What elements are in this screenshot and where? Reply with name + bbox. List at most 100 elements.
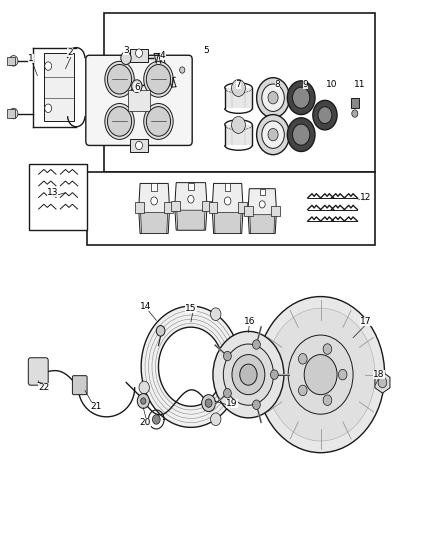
Polygon shape: [175, 183, 207, 230]
Circle shape: [298, 353, 307, 364]
Circle shape: [213, 332, 284, 418]
Bar: [225, 183, 230, 191]
Circle shape: [146, 64, 170, 94]
Text: 9: 9: [303, 80, 308, 89]
Circle shape: [146, 107, 170, 136]
Bar: [164, 203, 173, 214]
Circle shape: [338, 369, 347, 380]
Circle shape: [293, 124, 310, 145]
Bar: [135, 203, 144, 214]
Polygon shape: [44, 53, 74, 122]
Text: 20: 20: [140, 417, 151, 426]
Circle shape: [352, 110, 358, 117]
Circle shape: [137, 393, 149, 408]
Circle shape: [304, 354, 337, 394]
Circle shape: [232, 354, 265, 394]
Circle shape: [105, 61, 134, 97]
Polygon shape: [250, 215, 275, 233]
Polygon shape: [141, 213, 168, 233]
Text: 16: 16: [244, 317, 255, 326]
Circle shape: [205, 399, 212, 407]
Text: 12: 12: [360, 193, 372, 203]
Circle shape: [9, 55, 18, 66]
Circle shape: [268, 128, 278, 141]
Circle shape: [240, 364, 257, 385]
Circle shape: [323, 395, 332, 406]
Circle shape: [232, 79, 245, 96]
Circle shape: [259, 201, 265, 208]
Circle shape: [287, 118, 315, 151]
Polygon shape: [141, 306, 236, 427]
Bar: [151, 183, 157, 191]
Circle shape: [156, 326, 165, 336]
Circle shape: [144, 103, 173, 140]
Circle shape: [378, 377, 387, 388]
Circle shape: [135, 141, 142, 150]
Circle shape: [257, 78, 290, 118]
Text: 4: 4: [160, 51, 166, 60]
Circle shape: [253, 340, 260, 349]
FancyBboxPatch shape: [28, 358, 48, 385]
Circle shape: [211, 413, 221, 425]
Circle shape: [268, 92, 278, 104]
Circle shape: [105, 103, 134, 140]
Circle shape: [293, 87, 310, 108]
Circle shape: [262, 84, 284, 111]
Circle shape: [313, 100, 337, 130]
Bar: [238, 203, 247, 214]
Circle shape: [253, 400, 260, 409]
Circle shape: [270, 370, 278, 379]
Bar: [260, 189, 265, 196]
Bar: [128, 90, 150, 111]
Text: 3: 3: [123, 46, 129, 55]
Circle shape: [202, 394, 215, 411]
Text: 14: 14: [140, 302, 151, 311]
Circle shape: [287, 81, 315, 115]
Text: 2: 2: [67, 49, 73, 58]
Text: 1: 1: [28, 54, 34, 63]
Circle shape: [232, 117, 245, 133]
Bar: [131, 139, 148, 152]
Circle shape: [141, 398, 146, 404]
FancyBboxPatch shape: [86, 55, 192, 146]
Text: 22: 22: [38, 383, 49, 392]
Circle shape: [45, 104, 52, 112]
FancyBboxPatch shape: [72, 376, 87, 394]
Circle shape: [188, 196, 194, 203]
Text: 19: 19: [226, 399, 238, 408]
Text: 5: 5: [203, 46, 209, 55]
Circle shape: [223, 351, 231, 361]
Circle shape: [139, 381, 149, 394]
Polygon shape: [212, 183, 243, 233]
Bar: [188, 183, 194, 190]
Bar: [209, 203, 217, 214]
Circle shape: [107, 64, 132, 94]
Circle shape: [121, 52, 131, 64]
Circle shape: [9, 108, 18, 119]
Circle shape: [211, 308, 221, 320]
Circle shape: [318, 107, 332, 124]
Circle shape: [223, 389, 231, 398]
Circle shape: [288, 335, 353, 414]
Polygon shape: [248, 189, 276, 233]
Bar: [225, 88, 252, 108]
Bar: [244, 206, 253, 216]
Bar: [171, 201, 180, 211]
Polygon shape: [177, 210, 205, 230]
Text: 18: 18: [373, 370, 385, 379]
Text: 10: 10: [326, 80, 337, 89]
Circle shape: [257, 296, 385, 453]
Circle shape: [152, 415, 160, 424]
Circle shape: [45, 62, 52, 70]
Bar: [225, 125, 252, 145]
Text: 13: 13: [47, 188, 58, 197]
Bar: [131, 49, 148, 62]
Circle shape: [266, 308, 375, 441]
Circle shape: [135, 49, 142, 58]
Text: 21: 21: [90, 402, 102, 411]
Bar: [87, 172, 374, 245]
Bar: [7, 56, 15, 65]
Circle shape: [223, 344, 273, 405]
Polygon shape: [375, 372, 390, 393]
Polygon shape: [139, 183, 170, 233]
